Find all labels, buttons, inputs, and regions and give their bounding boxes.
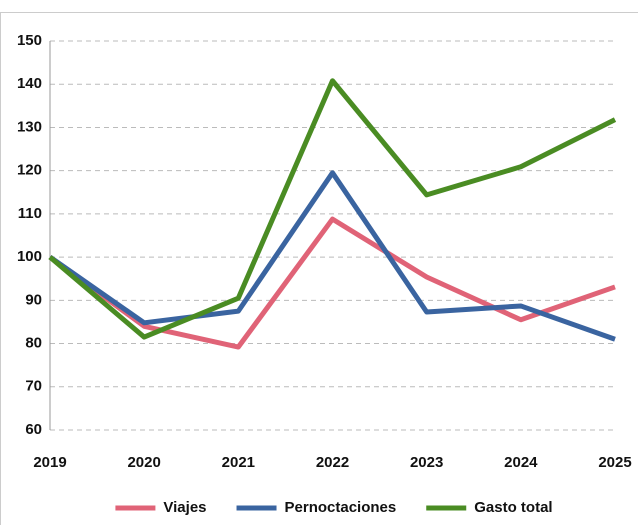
x-tick-label: 2024 (504, 454, 538, 471)
series-line (48, 170, 616, 342)
y-tick-label: 110 (18, 205, 42, 222)
y-tick-label: 130 (17, 118, 42, 135)
x-tick-label: 2019 (33, 454, 66, 471)
frame (0, 12, 638, 525)
y-tick-label: 90 (25, 291, 42, 308)
y-tick-label: 150 (17, 32, 42, 49)
y-tick-label: 70 (25, 378, 42, 395)
x-tick-label: 2020 (127, 454, 160, 471)
x-tick-label: 2023 (410, 454, 443, 471)
y-tick-label: 60 (25, 421, 42, 438)
y-tick-label: 100 (17, 248, 42, 265)
x-tick-label: 2021 (222, 454, 255, 471)
series-line (48, 216, 616, 350)
x-tick-label: 2025 (598, 454, 631, 471)
y-tick-label: 140 (17, 75, 42, 92)
legend-label: Pernoctaciones (285, 499, 397, 516)
legend-label: Viajes (163, 499, 206, 516)
y-tick-label: 120 (17, 162, 42, 179)
series-line (48, 78, 617, 340)
y-tick-label: 80 (25, 335, 42, 352)
x-tick-label: 2022 (316, 454, 349, 471)
legend-label: Gasto total (474, 499, 552, 516)
